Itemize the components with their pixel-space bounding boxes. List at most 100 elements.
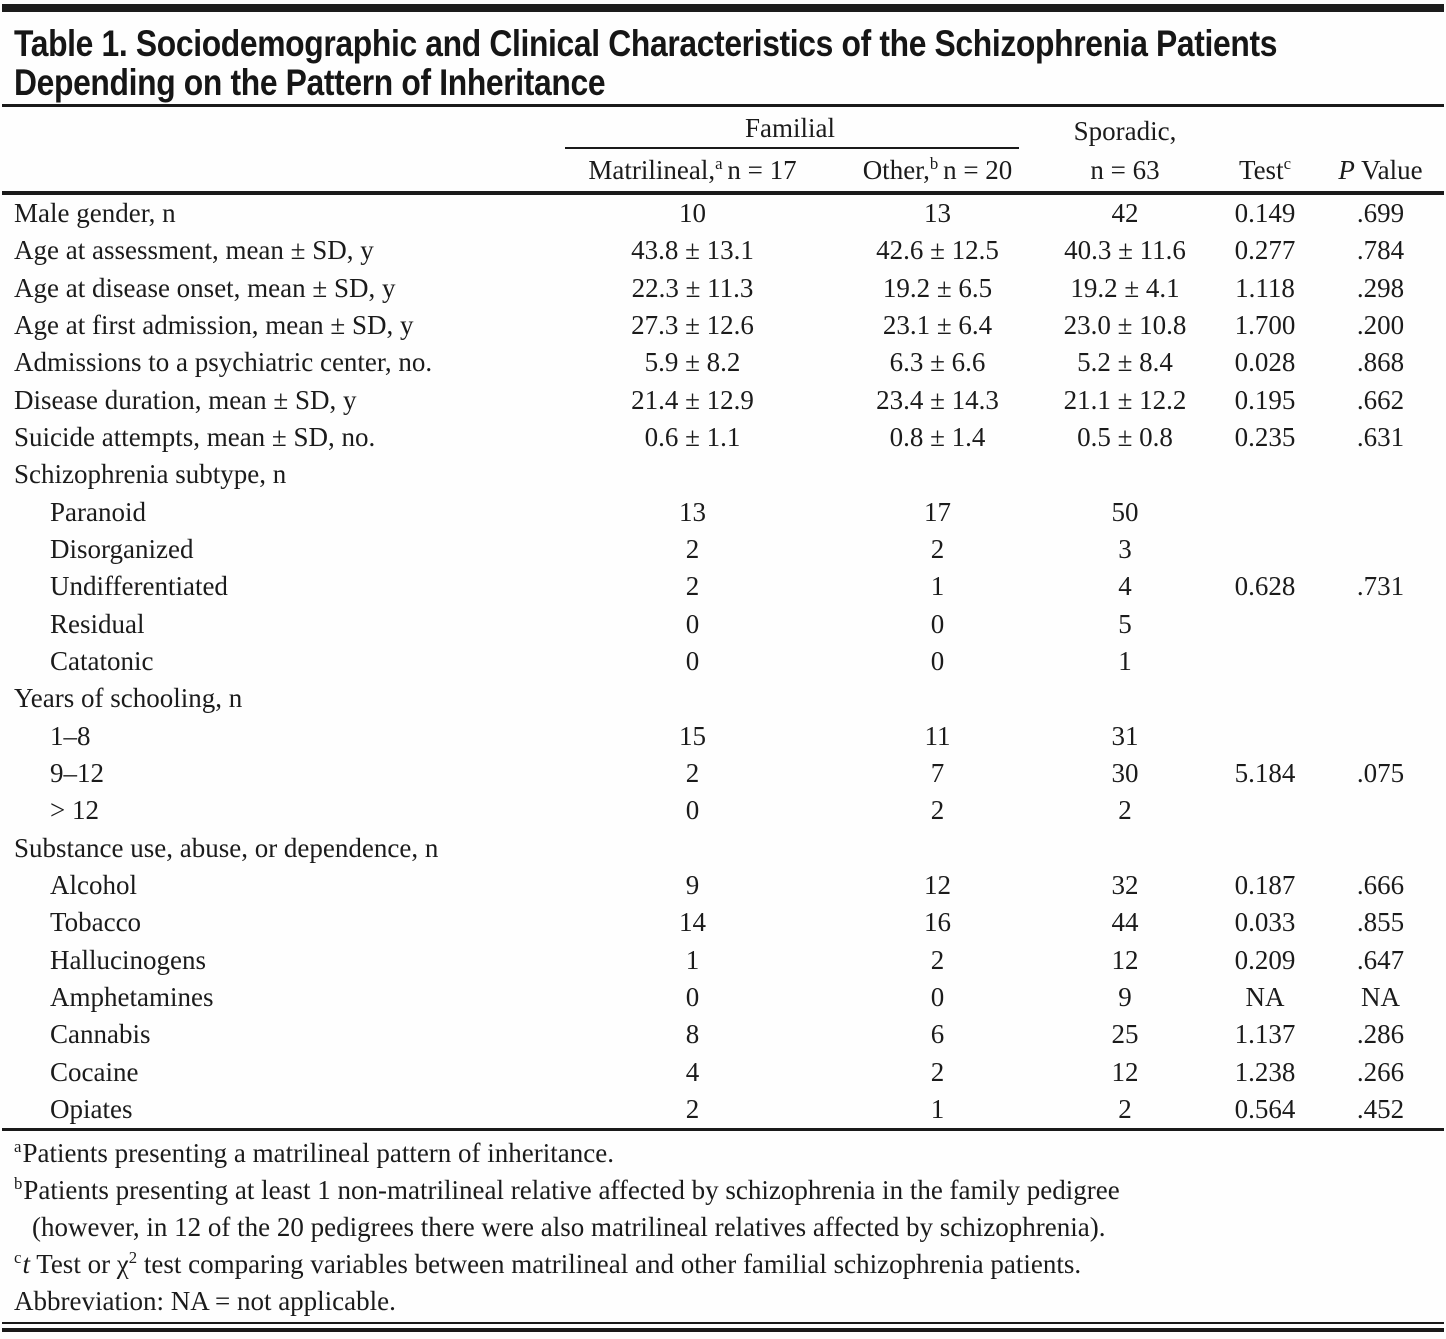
- cell: .647: [1356, 944, 1405, 975]
- superscript-a: a: [715, 154, 723, 173]
- table-row: Disorganized 2 2 3: [0, 531, 1446, 568]
- row-label: Opiates: [50, 1093, 133, 1124]
- cell: [1215, 456, 1315, 493]
- cell: 0: [685, 795, 700, 826]
- row-label: Tobacco: [50, 907, 142, 938]
- row-label: Amphetamines: [50, 981, 214, 1012]
- cell: 50: [1111, 496, 1139, 527]
- table-row: Disease duration, mean ± SD, y 21.4 ± 12…: [0, 382, 1446, 419]
- cell: [1215, 531, 1315, 568]
- cell: 21.4 ± 12.9: [631, 384, 754, 415]
- row-label: Age at disease onset, mean ± SD, y: [14, 272, 396, 303]
- other-label: Other,: [862, 155, 930, 185]
- cell: [1215, 494, 1315, 531]
- table-row: Suicide attempts, mean ± SD, no. 0.6 ± 1…: [0, 419, 1446, 456]
- cell: 32: [1111, 869, 1139, 900]
- row-label: Alcohol: [50, 869, 137, 900]
- cell: 30: [1111, 757, 1139, 788]
- row-label: Years of schooling, n: [14, 683, 243, 714]
- cell: 0: [685, 981, 700, 1012]
- familial-subheaders: Matrilineal,a n = 17 Other,b n = 20: [545, 149, 1035, 191]
- cell: 0: [930, 608, 945, 639]
- cell: 15: [679, 720, 706, 751]
- matrilineal-n: n = 17: [727, 155, 797, 185]
- table-row: Hallucinogens 1 2 12 0.209 .647: [0, 942, 1446, 979]
- cell: 23.4 ± 14.3: [876, 384, 999, 415]
- table-row: 1–8 15 11 31: [0, 718, 1446, 755]
- cell: [545, 680, 840, 717]
- table-header: Familial Matrilineal,a n = 17 Other,b n = …: [0, 107, 1446, 191]
- cell: 44: [1111, 907, 1139, 938]
- cell: 0.187: [1234, 869, 1296, 900]
- superscript-c: c: [1283, 154, 1292, 173]
- familial-group-header: Familial: [745, 113, 835, 143]
- cell: [1215, 643, 1315, 680]
- row-label: Age at first admission, mean ± SD, y: [14, 309, 414, 340]
- table-row: Age at first admission, mean ± SD, y 27.…: [0, 307, 1446, 344]
- superscript-b: b: [929, 154, 939, 173]
- cell: 2: [685, 757, 700, 788]
- cell: [840, 456, 1035, 493]
- cell: 12: [924, 869, 951, 900]
- cell: 1.118: [1235, 272, 1295, 303]
- header-rule: [2, 191, 1444, 195]
- cell: 0: [685, 645, 700, 676]
- cell: .266: [1356, 1056, 1405, 1087]
- cell: 2: [685, 571, 700, 602]
- table-row: Schizophrenia subtype, n: [0, 456, 1446, 493]
- cell: .868: [1356, 347, 1405, 378]
- cell: 13: [924, 198, 951, 228]
- col-header-matrilineal: Matrilineal,a n = 17: [545, 149, 840, 191]
- cell: 16: [924, 907, 951, 938]
- cell: 0.564: [1234, 1093, 1296, 1124]
- table-row: 9–12 2 7 30 5.184 .075: [0, 755, 1446, 792]
- row-label: 1–8: [50, 720, 91, 751]
- cell: 0: [930, 981, 945, 1012]
- cell: [1315, 606, 1446, 643]
- row-label: Paranoid: [50, 496, 146, 527]
- cell: 31: [1111, 720, 1139, 751]
- table-row: Tobacco 14 16 44 0.033 .855: [0, 904, 1446, 941]
- table-title-line2: Depending on the Pattern of Inheritance: [14, 62, 606, 103]
- cell: [1315, 531, 1446, 568]
- cell: [1315, 792, 1446, 829]
- footnote-marker-b: b: [14, 1174, 23, 1194]
- cell: 14: [679, 907, 706, 938]
- table-row: Male gender, n 10 13 42 0.149 .699: [0, 195, 1446, 232]
- cell: .631: [1356, 421, 1405, 452]
- cell: 27.3 ± 12.6: [631, 309, 754, 340]
- row-label: Catatonic: [50, 645, 154, 676]
- cell: 2: [930, 1056, 945, 1087]
- footnote-a-text: Patients presenting a matrilineal patter…: [22, 1138, 614, 1169]
- table-row: Admissions to a psychiatric center, no. …: [0, 344, 1446, 381]
- row-label: Admissions to a psychiatric center, no.: [14, 347, 433, 378]
- table-row: Paranoid 13 17 50: [0, 494, 1446, 531]
- table-row: Amphetamines 0 0 9 NA NA: [0, 979, 1446, 1016]
- cell: 0.5 ± 0.8: [1077, 421, 1173, 452]
- cell: 22.3 ± 11.3: [631, 272, 754, 303]
- cell: .452: [1356, 1093, 1405, 1124]
- cell: NA: [1245, 981, 1285, 1012]
- cell: .662: [1356, 384, 1405, 415]
- cell: NA: [1361, 981, 1400, 1012]
- cell: 9: [685, 869, 700, 900]
- cell: 42.6 ± 12.5: [876, 235, 999, 266]
- cell: [1315, 494, 1446, 531]
- familial-underline: [565, 147, 1019, 149]
- col-header-sporadic: Sporadic, n = 63: [1035, 107, 1215, 191]
- cell: 13: [679, 496, 706, 527]
- row-label: Schizophrenia subtype, n: [14, 459, 287, 490]
- cell: [840, 680, 1035, 717]
- row-label: Cocaine: [50, 1056, 139, 1087]
- cell: 5.9 ± 8.2: [644, 347, 741, 378]
- footnote-marker-a: a: [14, 1137, 22, 1157]
- cell: 0: [930, 645, 945, 676]
- abbreviation-text: Abbreviation: NA = not applicable.: [14, 1286, 396, 1317]
- cell: 40.3 ± 11.6: [1064, 235, 1186, 266]
- cell: 42: [1111, 198, 1139, 228]
- cell: 1: [1118, 645, 1132, 676]
- cell: 21.1 ± 12.2: [1063, 384, 1187, 415]
- cell: [1215, 718, 1315, 755]
- cell: 6.3 ± 6.6: [889, 347, 986, 378]
